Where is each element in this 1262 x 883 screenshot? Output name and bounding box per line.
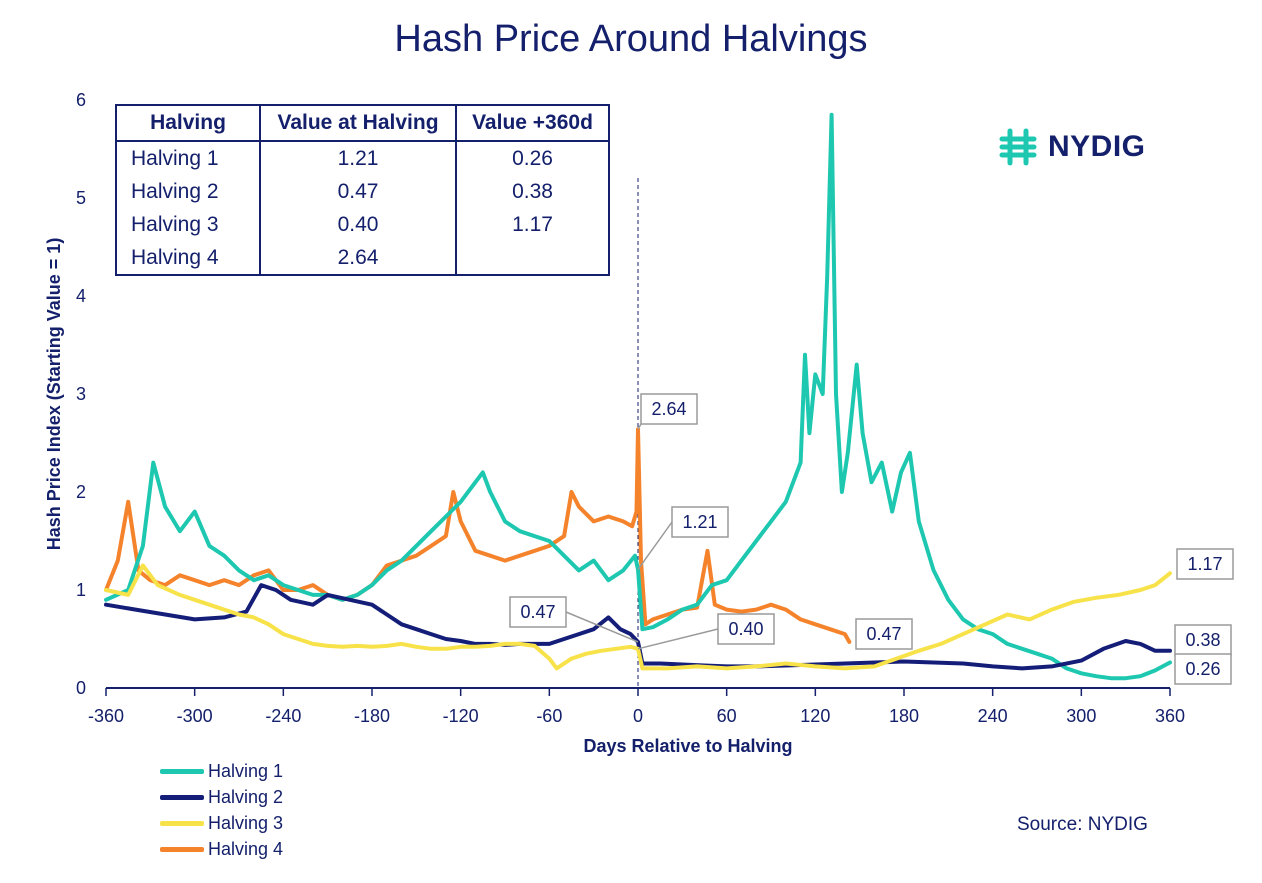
y-tick-label: 6 (76, 90, 86, 110)
legend-label: Halving 1 (208, 760, 284, 781)
x-tick-label: 300 (1066, 706, 1096, 726)
series-line-halving-4 (104, 427, 852, 644)
series-line-halving-3 (104, 563, 1172, 671)
chart-axes: -360 -300 -240 -180 -120 -60 0 60 120 180 240 300 36… (44, 90, 1185, 756)
table-header-halving: Halving (116, 105, 260, 142)
table-row: Halving 2 0.47 0.38 (116, 175, 609, 208)
nydig-logo: NYDIG (996, 127, 1146, 167)
table-row: Halving 1 1.21 0.26 (116, 141, 609, 175)
callout-label: 0.38 (1185, 630, 1220, 650)
legend-label: Halving 2 (208, 786, 284, 807)
x-tick-label: 60 (717, 706, 737, 726)
legend-item: Halving 4 (160, 836, 283, 862)
table-header-value-360d: Value +360d (455, 105, 609, 142)
x-tick-label: 180 (889, 706, 919, 726)
y-tick-label: 3 (76, 384, 86, 404)
x-tick-label: -360 (88, 706, 124, 726)
callout-label: 0.26 (1185, 659, 1220, 679)
x-tick-label: -60 (536, 706, 562, 726)
table-cell: 0.47 (259, 175, 456, 208)
legend-swatch (160, 846, 204, 852)
x-tick-label: -120 (443, 706, 479, 726)
x-tick-label: 120 (800, 706, 830, 726)
y-axis-title: Hash Price Index (Starting Value = 1) (44, 238, 64, 551)
table-header-value-at-halving: Value at Halving (259, 105, 456, 142)
chart-callouts: 2.64 1.21 0.47 0.40 0.47 1.17 0.38 0.26 (509, 393, 1234, 685)
y-tick-label: 5 (76, 188, 86, 208)
summary-table: Halving Value at Halving Value +360d Hal… (115, 104, 610, 276)
table-cell: Halving 2 (131, 179, 219, 203)
table-row: Halving 3 0.40 1.17 (116, 208, 609, 241)
table-cell: 0.40 (259, 208, 456, 241)
legend-swatch (160, 794, 204, 800)
table-row: Halving 4 2.64 (116, 241, 609, 275)
y-tick-label: 2 (76, 482, 86, 502)
x-tick-label: 240 (978, 706, 1008, 726)
table-cell: Halving 1 (131, 146, 219, 170)
chart-series-lines (104, 112, 1172, 681)
callout-label: 2.64 (651, 399, 686, 419)
legend-swatch (160, 820, 204, 826)
callout-label: 1.21 (682, 512, 717, 532)
chart-title: Hash Price Around Halvings (394, 18, 868, 60)
callout-leader (637, 521, 673, 570)
legend-swatch (160, 768, 204, 774)
table-cell: 0.38 (455, 175, 609, 208)
table-cell (455, 241, 609, 275)
table-cell: 0.26 (455, 141, 609, 175)
legend-label: Halving 4 (208, 838, 284, 859)
summary-table-header-row: Halving Value at Halving Value +360d (116, 105, 609, 142)
legend-item: Halving 1 (160, 758, 283, 784)
table-cell: 1.17 (455, 208, 609, 241)
table-cell: Halving 3 (131, 212, 219, 236)
table-cell: 2.64 (259, 241, 456, 275)
series-line-halving-2 (104, 583, 1172, 671)
legend-item: Halving 2 (160, 784, 283, 810)
callout-box (671, 506, 729, 538)
x-tick-label: -300 (177, 706, 213, 726)
nydig-logo-text: NYDIG (1048, 130, 1146, 163)
chart-legend: Halving 1 Halving 2 Halving 3 Halving 4 (160, 758, 283, 862)
x-tick-label: 0 (633, 706, 643, 726)
y-tick-label: 4 (76, 286, 86, 306)
callout-label: 0.47 (866, 624, 901, 644)
nydig-logo-icon (999, 128, 1037, 166)
callout-box (1174, 653, 1232, 685)
callout-label: 0.40 (728, 619, 763, 639)
y-tick-label: 0 (76, 678, 86, 698)
callout-box (640, 393, 698, 425)
legend-label: Halving 3 (208, 812, 284, 833)
legend-item: Halving 3 (160, 810, 283, 836)
callout-box (509, 596, 567, 628)
callout-leader (637, 423, 642, 430)
table-cell: 1.21 (259, 141, 456, 175)
series-line-halving-1 (104, 112, 1172, 681)
callout-leader (637, 628, 719, 650)
callout-box (855, 618, 913, 650)
callout-leader (565, 611, 639, 643)
x-tick-label: -180 (354, 706, 390, 726)
x-tick-label: 360 (1155, 706, 1185, 726)
callout-label: 0.47 (520, 602, 555, 622)
x-axis-title: Days Relative to Halving (583, 736, 792, 756)
table-cell: Halving 4 (131, 245, 219, 269)
callout-box (717, 613, 775, 645)
y-tick-label: 1 (76, 580, 86, 600)
callout-label: 1.17 (1187, 554, 1222, 574)
x-tick-label: -240 (265, 706, 301, 726)
callout-box (1176, 548, 1234, 580)
source-note: Source: NYDIG (1017, 814, 1148, 835)
